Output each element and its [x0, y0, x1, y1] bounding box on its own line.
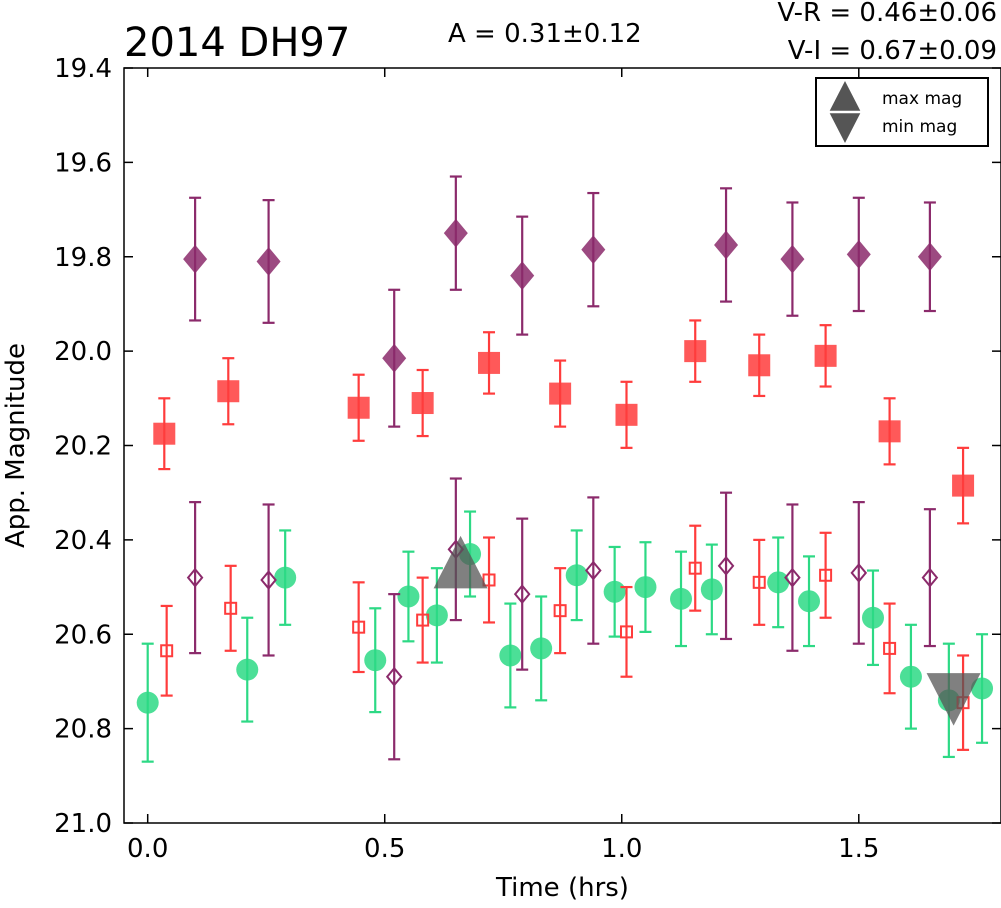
data-point	[700, 578, 723, 601]
x-axis-label: Time (hrs)	[495, 873, 629, 903]
y-tick-label: 19.4	[54, 54, 112, 84]
plot-marks	[136, 175, 994, 763]
data-point	[585, 560, 602, 581]
v-i-annotation: V-I = 0.67±0.09	[788, 36, 997, 66]
data-point	[670, 587, 693, 610]
data-point	[236, 658, 259, 681]
data-point	[530, 637, 553, 660]
series-0-diamond-filled	[183, 175, 942, 428]
data-point	[814, 344, 837, 367]
data-point	[183, 244, 208, 274]
y-tick-label: 21.0	[54, 809, 112, 839]
data-point	[862, 606, 885, 629]
data-point	[382, 343, 407, 373]
legend-label: min mag	[882, 117, 957, 137]
data-point	[510, 261, 535, 291]
data-point	[688, 561, 702, 575]
amplitude-annotation: A = 0.31±0.12	[448, 19, 642, 49]
axis-ticks: 0.0 0.5 1.0 1.5 19.4 19.6 19.8 20.0 20.2 20.4 20.6…	[54, 54, 1001, 864]
data-point	[224, 601, 238, 615]
x-tick-label: 0.5	[364, 834, 405, 864]
x-tick-label: 1.0	[601, 834, 642, 864]
max-mag-marker	[433, 535, 488, 589]
chart-title: 2014 DH97	[124, 20, 350, 66]
data-point	[883, 641, 897, 655]
data-point	[425, 604, 448, 627]
x-tick-label: 0.0	[127, 834, 168, 864]
triangle-down-legend-icon	[829, 113, 861, 143]
data-point	[917, 242, 942, 272]
series-3-square-open	[160, 524, 970, 751]
y-axis-label: App. Magnitude	[1, 343, 31, 548]
triangle-up-legend-icon	[829, 81, 861, 111]
series-4-diamond-open	[186, 477, 939, 761]
legend-label: max mag	[882, 89, 962, 109]
data-point	[846, 239, 871, 269]
series-2-circle-filled	[136, 510, 994, 763]
data-point	[160, 644, 174, 658]
y-tick-label: 19.8	[54, 243, 112, 273]
data-point	[921, 567, 939, 588]
data-point	[581, 235, 606, 265]
data-point	[217, 380, 240, 403]
min-mag-marker	[926, 673, 981, 726]
data-point	[767, 571, 790, 594]
data-point	[603, 580, 626, 603]
data-point	[411, 392, 434, 415]
data-point	[478, 351, 501, 374]
y-tick-label: 20.4	[54, 526, 112, 556]
data-point	[780, 244, 805, 274]
y-tick-label: 20.6	[54, 620, 112, 650]
data-point	[136, 691, 159, 714]
data-point	[482, 573, 496, 587]
data-point	[784, 567, 801, 588]
data-point	[565, 564, 588, 587]
data-point	[952, 474, 975, 497]
data-point	[634, 576, 657, 599]
data-point	[364, 649, 387, 672]
series-1-square-filled	[153, 319, 975, 525]
data-point	[385, 666, 403, 687]
data-point	[397, 585, 420, 608]
data-point	[752, 575, 766, 589]
data-point	[499, 644, 522, 667]
data-point	[553, 604, 567, 618]
data-point	[549, 382, 572, 405]
data-point	[153, 422, 176, 445]
data-point	[717, 555, 735, 576]
data-point	[615, 403, 638, 426]
y-tick-label: 20.2	[54, 432, 112, 462]
data-point	[256, 247, 281, 276]
data-point	[878, 420, 901, 443]
data-point	[352, 620, 366, 634]
data-point	[899, 665, 922, 688]
data-point	[186, 567, 204, 588]
data-point	[416, 613, 430, 627]
data-point	[684, 340, 707, 363]
legend: max mag min mag	[815, 77, 989, 147]
v-r-annotation: V-R = 0.46±0.06	[777, 0, 997, 28]
y-tick-label: 19.6	[54, 148, 112, 178]
data-point	[819, 568, 833, 582]
y-tick-label: 20.0	[54, 337, 112, 367]
data-point	[513, 584, 531, 605]
data-point	[748, 354, 771, 377]
plot-frame	[123, 67, 1001, 824]
data-point	[274, 566, 297, 589]
y-tick-label: 20.8	[54, 715, 112, 745]
data-point	[619, 625, 633, 639]
data-point	[443, 218, 468, 248]
x-tick-label: 1.5	[838, 834, 879, 864]
data-point	[798, 590, 821, 613]
data-point	[260, 570, 277, 590]
data-point	[971, 677, 994, 700]
data-point	[714, 230, 739, 260]
data-point	[850, 562, 868, 583]
data-point	[347, 396, 370, 419]
